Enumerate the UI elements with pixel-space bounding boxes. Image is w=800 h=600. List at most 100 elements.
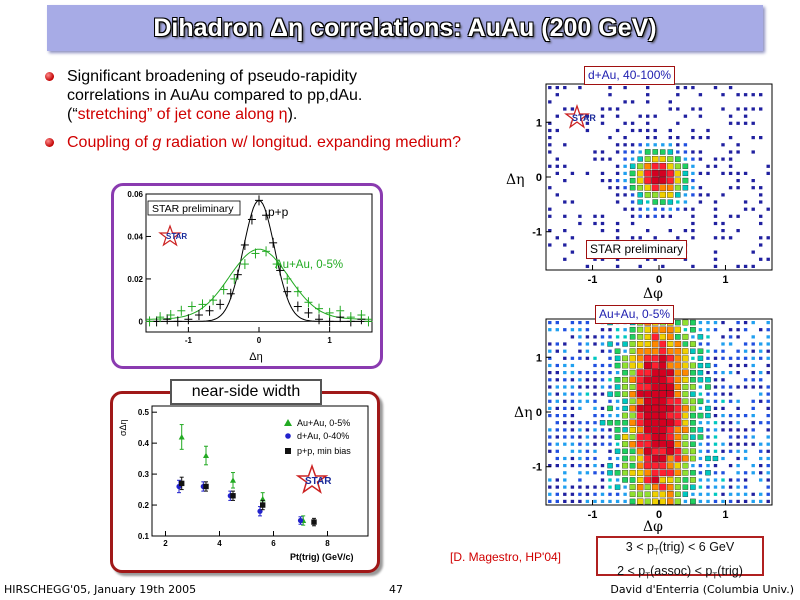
heatmap-cell bbox=[585, 335, 590, 339]
heatmap-cell bbox=[659, 369, 667, 377]
heatmap-cell bbox=[743, 414, 748, 418]
width-point bbox=[297, 516, 304, 525]
heatmap-cell bbox=[659, 447, 667, 455]
heatmap-cell bbox=[637, 498, 644, 505]
heatmap-cell bbox=[652, 191, 659, 198]
heatmap-cell bbox=[759, 356, 763, 360]
deta-point bbox=[240, 239, 249, 250]
heatmap-cell bbox=[593, 464, 597, 468]
heatmap-cell bbox=[721, 193, 725, 197]
heatmap-cell bbox=[608, 499, 612, 503]
heatmap-cell bbox=[622, 376, 629, 383]
heatmap-cell bbox=[666, 419, 675, 427]
heatmap-cell bbox=[659, 419, 667, 427]
heatmap-cell bbox=[721, 499, 725, 503]
heatmap-cell bbox=[728, 399, 733, 403]
heatmap-cell bbox=[766, 363, 770, 368]
heatmap-cell bbox=[600, 492, 605, 496]
width-ytick-label: 0.3 bbox=[138, 470, 150, 479]
heatmap-cell bbox=[643, 404, 652, 412]
heatmap-cell bbox=[623, 86, 627, 90]
heatmap-cell bbox=[682, 469, 689, 476]
heatmap-cell bbox=[690, 412, 696, 419]
heatmap-cell bbox=[578, 435, 582, 439]
heatmap-cell bbox=[629, 369, 636, 376]
heatmap-cell bbox=[759, 399, 763, 403]
heatmap-cell bbox=[713, 399, 718, 403]
width-marker bbox=[260, 502, 266, 508]
heatmap-cell bbox=[706, 171, 710, 175]
heatmap-cell bbox=[728, 186, 733, 190]
heatmap-cell bbox=[705, 362, 711, 369]
heatmap-cell bbox=[706, 328, 710, 332]
heatmap-cell bbox=[651, 362, 659, 369]
heatmap-cell bbox=[674, 391, 682, 398]
heatmap-cell bbox=[751, 335, 755, 339]
heatmap-cell bbox=[691, 264, 695, 268]
width-xtick-label: 6 bbox=[271, 539, 276, 548]
heatmap-cell bbox=[615, 150, 620, 154]
heatmap-cell bbox=[646, 121, 650, 125]
heatmap-cell bbox=[600, 171, 605, 175]
heatmap-ytick-label: 0 bbox=[536, 172, 542, 184]
deta-point bbox=[230, 273, 239, 284]
heatmap-cell bbox=[728, 385, 733, 389]
heatmap-cell bbox=[736, 464, 740, 468]
heatmap-cell bbox=[593, 499, 597, 503]
footer-conference: HIRSCHEGG'05, January 19th 2005 bbox=[4, 583, 197, 596]
heatmap-cell bbox=[555, 414, 559, 418]
heatmap-cell bbox=[706, 421, 710, 425]
heatmap-cell bbox=[600, 157, 605, 161]
heatmap-cell bbox=[615, 371, 620, 375]
deta-point bbox=[194, 310, 203, 321]
heatmap-cell bbox=[548, 371, 552, 375]
heatmap-cell bbox=[713, 414, 718, 418]
heatmap-cell bbox=[651, 426, 659, 434]
heatmap-cell bbox=[682, 348, 689, 355]
heatmap-cell bbox=[691, 164, 695, 168]
heatmap-cell bbox=[751, 414, 755, 418]
heatmap-cell bbox=[593, 356, 597, 360]
heatmap-cell bbox=[674, 448, 682, 455]
heatmap-cell bbox=[651, 355, 659, 362]
heatmap-cell bbox=[548, 121, 552, 125]
heatmap-cell bbox=[674, 491, 681, 497]
heatmap-cell bbox=[593, 221, 597, 226]
heatmap-cell bbox=[653, 236, 657, 240]
heatmap-cell bbox=[736, 328, 740, 332]
heatmap-cell bbox=[555, 421, 559, 425]
heatmap-cell bbox=[629, 185, 636, 191]
heatmap-cell bbox=[759, 464, 763, 468]
heatmap-cell bbox=[736, 442, 740, 446]
heatmap-cell bbox=[637, 362, 644, 369]
heatmap-cell bbox=[674, 433, 682, 441]
heatmap-cell bbox=[623, 499, 627, 503]
star-logo-icon: STAR bbox=[564, 103, 596, 129]
heatmap-cell bbox=[593, 421, 597, 425]
heatmap-cell bbox=[646, 207, 650, 211]
heatmap-cell bbox=[759, 492, 763, 496]
heatmap-cell bbox=[607, 470, 613, 476]
heatmap-cell bbox=[629, 484, 636, 490]
heatmap-cell bbox=[615, 257, 620, 261]
heatmap-cell bbox=[653, 136, 657, 140]
heatmap-cell bbox=[623, 100, 627, 104]
deta-point bbox=[304, 297, 313, 308]
heatmap-cell bbox=[691, 128, 695, 133]
legend-text-pp: p+p, min bias bbox=[297, 446, 351, 456]
heatmap-cell bbox=[666, 469, 674, 477]
heatmap-cell bbox=[600, 371, 605, 375]
heatmap-cell bbox=[629, 341, 636, 347]
heatmap-cell bbox=[766, 471, 770, 475]
heatmap-cell bbox=[697, 370, 704, 376]
heatmap-cell bbox=[674, 376, 682, 383]
width-xtick-label: 4 bbox=[217, 539, 222, 548]
heatmap-cell bbox=[713, 421, 718, 425]
heatmap-cell bbox=[585, 121, 590, 125]
legend-marker-pp bbox=[285, 448, 291, 454]
heatmap-cell bbox=[548, 492, 552, 496]
heatmap-cell bbox=[659, 376, 667, 384]
heatmap-cell bbox=[614, 484, 621, 490]
heatmap-cell bbox=[751, 321, 755, 325]
heatmap-cell bbox=[736, 93, 740, 97]
